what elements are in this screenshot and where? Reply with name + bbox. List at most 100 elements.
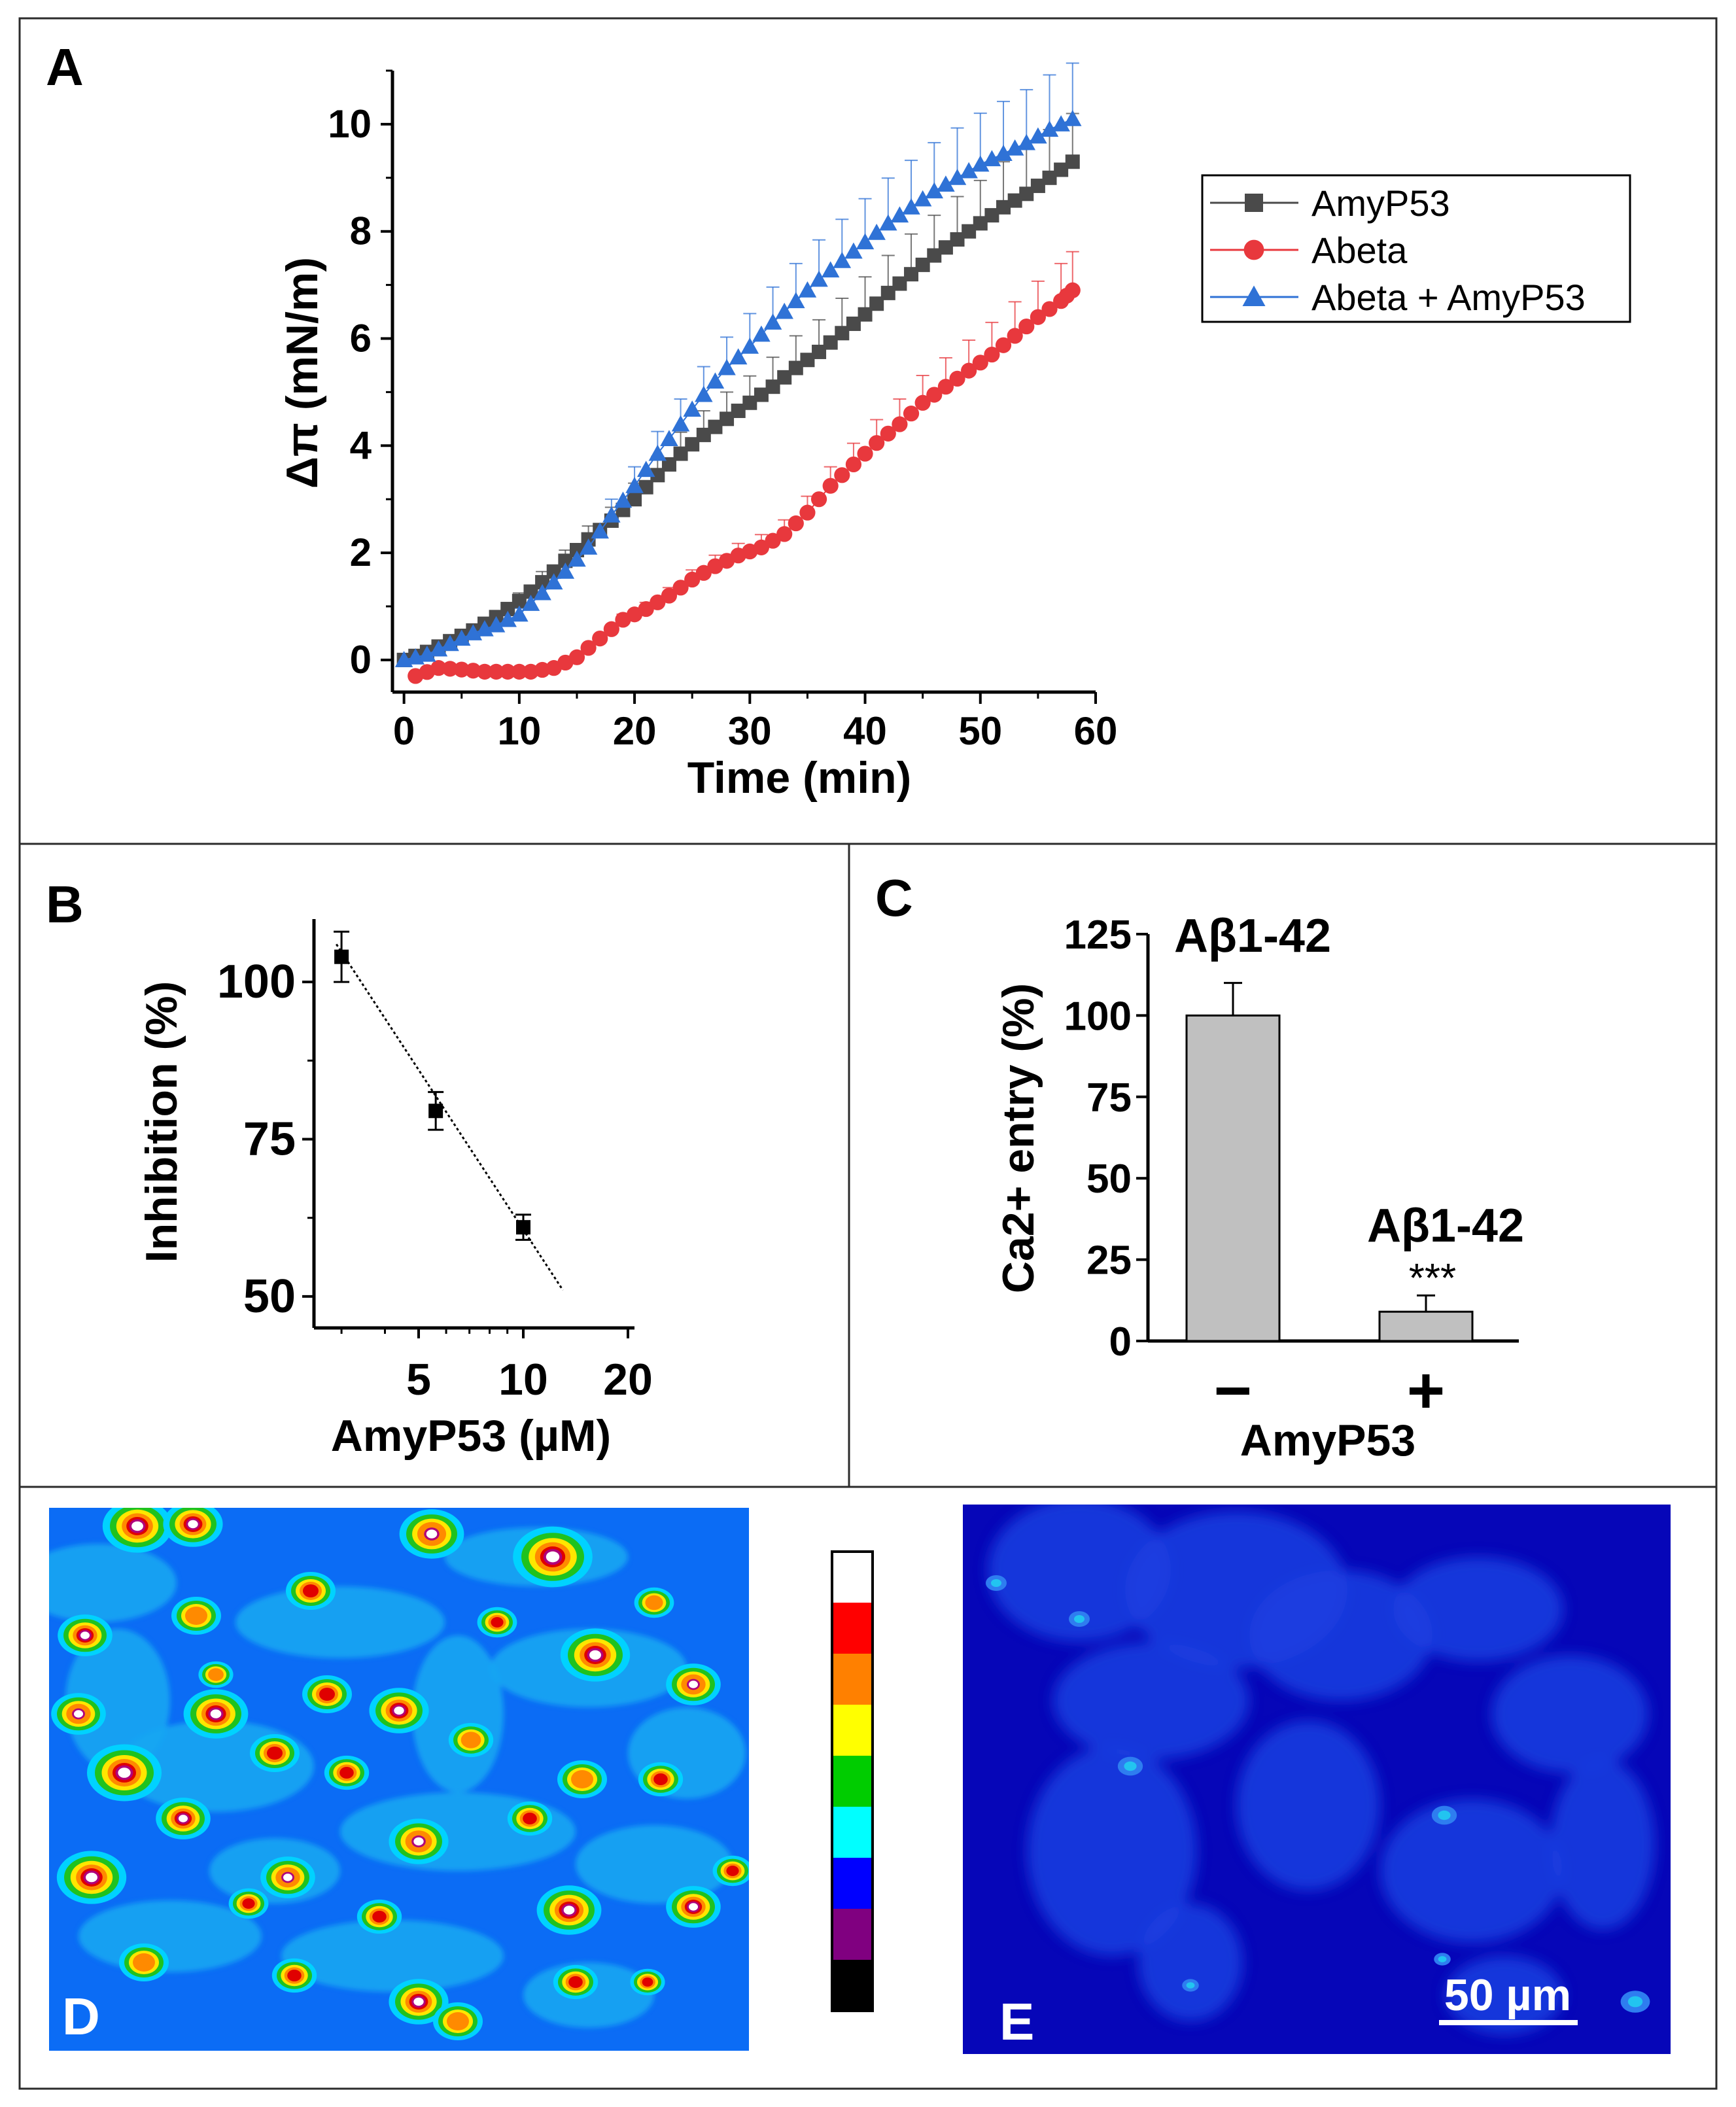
data-point — [521, 595, 540, 611]
data-point — [546, 564, 561, 579]
data-point — [671, 415, 690, 432]
data-point — [1054, 162, 1069, 177]
data-point — [512, 593, 527, 608]
data-point — [937, 175, 955, 192]
data-point — [523, 584, 538, 599]
data-point — [800, 353, 815, 368]
data-point — [823, 335, 838, 350]
cell-core — [178, 1815, 188, 1822]
data-point — [442, 661, 459, 677]
cell-core — [413, 1837, 424, 1846]
y-tick-label: 6 — [350, 316, 372, 360]
data-point — [1007, 328, 1023, 344]
data-point — [857, 445, 873, 462]
data-point — [731, 404, 746, 419]
x-tick-label: 40 — [843, 709, 887, 753]
data-point — [753, 539, 770, 555]
data-point — [500, 602, 515, 617]
legend-marker — [1243, 239, 1264, 260]
data-point — [834, 467, 850, 483]
data-point — [516, 1220, 530, 1235]
data-point — [742, 395, 757, 410]
data-point — [914, 394, 931, 411]
legend-label: Abeta + AmyP53 — [1311, 277, 1586, 318]
data-point — [695, 565, 712, 581]
faint-cell — [1249, 1570, 1432, 1701]
colorbar-swatch — [832, 1858, 873, 1909]
data-point — [683, 400, 701, 417]
data-point — [650, 468, 665, 483]
chart-a-legend: AmyP53 Abeta Abeta + AmyP53 — [1201, 174, 1631, 323]
cell-process — [49, 1544, 177, 1622]
faint-cell — [1027, 1747, 1197, 1956]
data-point — [684, 571, 701, 588]
fit-line — [336, 943, 564, 1291]
data-point — [1052, 115, 1070, 131]
data-point — [810, 270, 828, 287]
data-point — [787, 292, 805, 309]
data-point — [913, 190, 932, 207]
data-point — [453, 661, 470, 678]
data-point — [798, 281, 817, 298]
chart-c-ylabel: Ca2+ entry (%) — [994, 983, 1043, 1293]
data-point — [673, 446, 688, 461]
data-point — [995, 337, 1012, 353]
y-tick-label: 0 — [1109, 1319, 1132, 1365]
data-point — [558, 553, 573, 568]
data-point — [776, 526, 793, 542]
data-point — [904, 267, 919, 282]
data-point — [880, 285, 895, 300]
data-point — [1019, 186, 1034, 201]
data-point — [925, 182, 944, 199]
data-point — [972, 355, 988, 371]
data-point — [556, 562, 575, 579]
data-point — [869, 435, 885, 451]
data-point — [591, 522, 609, 539]
x-tick-label: 50 — [958, 709, 1002, 753]
cell-core — [303, 1584, 319, 1597]
data-point — [996, 200, 1011, 215]
data-point — [510, 605, 529, 622]
data-point — [672, 580, 689, 596]
y-tick-label: 10 — [328, 102, 372, 146]
data-point — [902, 198, 920, 215]
y-tick-label: 8 — [350, 209, 372, 253]
faint-cell — [1446, 1956, 1563, 2034]
data-point — [580, 640, 597, 656]
y-tick-label: 4 — [350, 423, 372, 467]
data-point — [1007, 193, 1022, 208]
y-tick-label: 100 — [217, 956, 296, 1008]
data-point — [926, 387, 943, 403]
data-point — [984, 346, 1000, 363]
colorbar-swatch — [832, 1807, 873, 1858]
data-point — [867, 223, 886, 240]
x-tick-label: 5 — [406, 1355, 431, 1404]
bright-spot — [1438, 1810, 1451, 1820]
legend-label: AmyP53 — [1311, 183, 1450, 224]
data-point — [1030, 309, 1046, 325]
cell-core — [80, 1631, 90, 1639]
bright-spot — [1124, 1761, 1137, 1771]
bright-spot — [991, 1579, 1001, 1587]
data-point — [334, 949, 349, 964]
data-point — [960, 162, 978, 179]
data-point — [962, 224, 977, 239]
colorbar-swatch — [832, 1603, 873, 1654]
data-point — [592, 631, 608, 647]
data-point — [982, 150, 1001, 167]
significance-label: *** — [1409, 1256, 1456, 1301]
y-tick-label: 50 — [1086, 1157, 1132, 1202]
chart-a-xlabel: Time (min) — [687, 753, 912, 803]
panel-d-calcium-image: D — [49, 1508, 749, 2051]
data-point — [835, 326, 850, 341]
y-tick-label: 2 — [350, 531, 372, 574]
x-tick-label: 10 — [498, 1355, 548, 1404]
data-point — [533, 583, 551, 601]
faint-cell — [1491, 1655, 1648, 1773]
data-point — [938, 240, 953, 255]
panel-letter-e: E — [999, 1993, 1034, 2051]
colorbar-swatch — [832, 1909, 873, 1960]
data-point — [812, 344, 827, 359]
chart-b-axes — [312, 919, 634, 1330]
